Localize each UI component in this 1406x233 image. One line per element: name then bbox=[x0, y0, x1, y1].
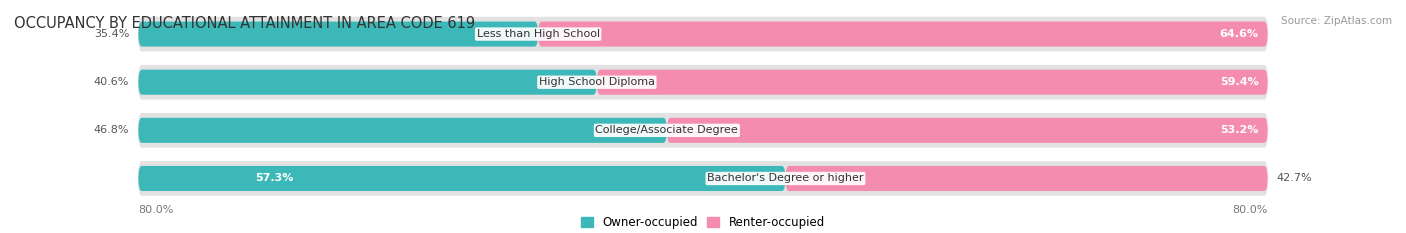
Text: OCCUPANCY BY EDUCATIONAL ATTAINMENT IN AREA CODE 619: OCCUPANCY BY EDUCATIONAL ATTAINMENT IN A… bbox=[14, 16, 475, 31]
FancyBboxPatch shape bbox=[666, 118, 1268, 143]
FancyBboxPatch shape bbox=[138, 70, 596, 95]
FancyBboxPatch shape bbox=[138, 17, 1268, 51]
Text: 40.6%: 40.6% bbox=[94, 77, 129, 87]
Text: 80.0%: 80.0% bbox=[138, 205, 174, 215]
Legend: Owner-occupied, Renter-occupied: Owner-occupied, Renter-occupied bbox=[576, 212, 830, 233]
Text: 57.3%: 57.3% bbox=[254, 174, 294, 184]
Text: 35.4%: 35.4% bbox=[94, 29, 129, 39]
FancyBboxPatch shape bbox=[596, 70, 1268, 95]
Text: 59.4%: 59.4% bbox=[1220, 77, 1258, 87]
Text: 53.2%: 53.2% bbox=[1220, 125, 1258, 135]
FancyBboxPatch shape bbox=[138, 113, 1268, 148]
Text: 80.0%: 80.0% bbox=[1232, 205, 1268, 215]
Text: College/Associate Degree: College/Associate Degree bbox=[596, 125, 738, 135]
Text: 64.6%: 64.6% bbox=[1219, 29, 1258, 39]
FancyBboxPatch shape bbox=[138, 166, 786, 191]
FancyBboxPatch shape bbox=[138, 22, 538, 47]
FancyBboxPatch shape bbox=[138, 65, 1268, 99]
Text: Source: ZipAtlas.com: Source: ZipAtlas.com bbox=[1281, 16, 1392, 26]
Text: Less than High School: Less than High School bbox=[477, 29, 600, 39]
FancyBboxPatch shape bbox=[538, 22, 1268, 47]
FancyBboxPatch shape bbox=[786, 166, 1268, 191]
Text: High School Diploma: High School Diploma bbox=[538, 77, 655, 87]
Text: 46.8%: 46.8% bbox=[94, 125, 129, 135]
Text: 42.7%: 42.7% bbox=[1277, 174, 1312, 184]
FancyBboxPatch shape bbox=[138, 161, 1268, 196]
FancyBboxPatch shape bbox=[138, 118, 666, 143]
Text: Bachelor's Degree or higher: Bachelor's Degree or higher bbox=[707, 174, 863, 184]
